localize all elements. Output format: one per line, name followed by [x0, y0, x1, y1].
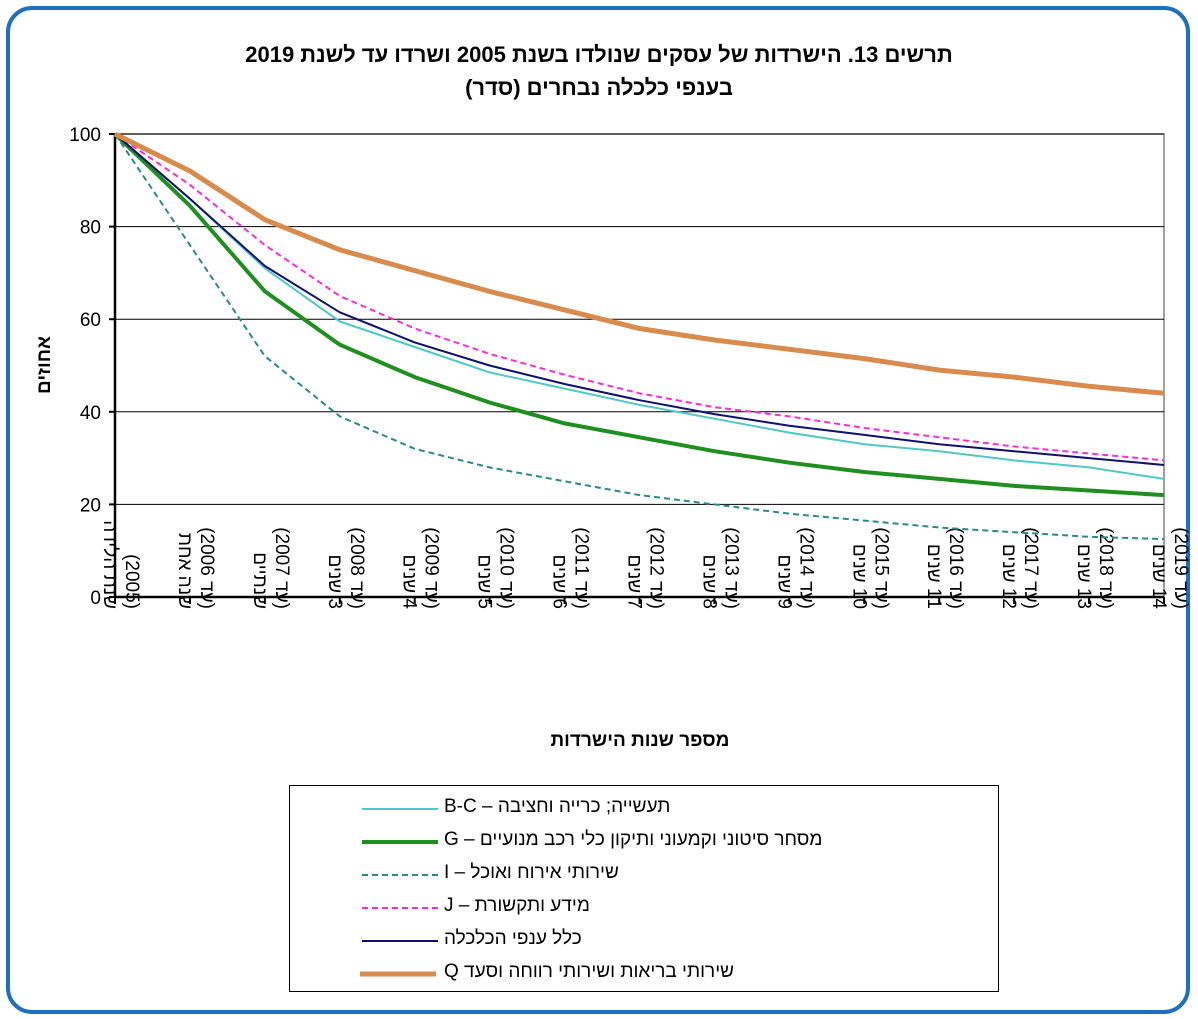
x-category-label: (עד 2007) [271, 527, 292, 609]
legend-label: כלל ענפי הכלכלה [444, 928, 582, 949]
legend-item: מסחר סיטוני וקמעוני ותיקון כלי רכב מנועי… [290, 825, 998, 859]
x-category-label: 11 שנים [923, 544, 944, 609]
legend-swatch [362, 907, 438, 909]
x-category-label: (עד 2008) [346, 527, 367, 609]
x-category-label: 14 שנים [1148, 544, 1169, 610]
series-line [114, 133, 1165, 541]
series-lines [113, 131, 1165, 541]
chart-frame [6, 6, 1190, 1014]
x-category-label: (עד 2019) [1170, 527, 1191, 609]
x-category-label: 9 שנים [773, 554, 794, 609]
x-category-label: שנת הלידה [99, 520, 120, 609]
series-line [114, 133, 1165, 466]
chart-legend: תעשייה; כרייה וחציבה – B-C מסחר סיטוני וק… [289, 785, 999, 992]
x-category-label: 7 שנים [624, 554, 645, 609]
series-line [113, 131, 1165, 396]
x-axis-categories: שנת הלידה (2005) שנה אחת(עד 2006) שנתיים(עד… [99, 520, 1191, 609]
legend-label: מידע ותקשורת – J [444, 895, 590, 916]
x-category-label: (עד 2015) [870, 527, 891, 609]
y-tick-label: 20 [80, 495, 101, 516]
x-category-label: (עד 2017) [1020, 527, 1041, 609]
legend-swatch [362, 840, 438, 844]
y-axis-ticks: 0 20 40 60 80 100 [69, 125, 115, 609]
legend-item: שירותי אירוח ואוכל – I [290, 858, 998, 892]
legend-item: שירותי בריאות ושירותי רווחה וסעד Q [290, 957, 998, 991]
legend-item: מידע ותקשורת – J [290, 891, 998, 925]
legend-swatch [362, 874, 438, 876]
chart-title: תרשים 13. הישרדות של עסקים שנולדו בשנת 2… [245, 42, 953, 67]
legend-item: תעשייה; כרייה וחציבה – B-C [290, 792, 998, 826]
x-category-label: 8 שנים [698, 554, 719, 609]
legend-label: שירותי בריאות ושירותי רווחה וסעד Q [444, 961, 735, 982]
x-category-label: 4 שנים [399, 554, 420, 609]
y-tick-label: 60 [80, 310, 101, 331]
legend-label: שירותי אירוח ואוכל – I [444, 862, 619, 883]
x-category-label: 5 שנים [474, 554, 495, 609]
x-category-label: שנתיים [249, 552, 270, 609]
x-axis-title: מספר שנות הישרדות [551, 730, 730, 751]
x-category-label: 3 שנים [324, 554, 345, 609]
x-category-label: 12 שנים [998, 544, 1019, 609]
x-category-label: (עד 2016) [945, 527, 966, 609]
y-tick-label: 100 [69, 125, 101, 146]
legend-label: מסחר סיטוני וקמעוני ותיקון כלי רכב מנועי… [444, 829, 823, 850]
x-category-label: (עד 2018) [1095, 527, 1116, 609]
y-axis-title: אחוזים [34, 336, 55, 394]
x-category-label: (עד 2006) [196, 527, 217, 609]
x-category-label: (2005) [121, 554, 142, 609]
x-category-label: (עד 2010) [496, 527, 517, 609]
x-category-label: (עד 2012) [646, 527, 667, 609]
series-line [114, 133, 1165, 462]
y-tick-label: 80 [80, 218, 101, 239]
x-category-label: (עד 2014) [795, 527, 816, 609]
x-category-label: (עד 2011) [571, 527, 592, 609]
series-line [113, 132, 1165, 498]
legend-swatch [362, 808, 438, 810]
x-category-label: 10 שנים [848, 544, 869, 609]
y-tick-label: 0 [90, 588, 101, 609]
legend-item: כלל ענפי הכלכלה [290, 924, 998, 958]
x-category-label: (עד 2013) [720, 527, 741, 609]
chart-subtitle: בענפי כלכלה נבחרים (סדר) [465, 75, 733, 100]
series-line [114, 133, 1165, 480]
x-category-label: (עד 2009) [421, 527, 442, 609]
legend-swatch [362, 940, 438, 942]
legend-label: תעשייה; כרייה וחציבה – B-C [444, 796, 671, 817]
y-tick-label: 40 [80, 403, 101, 424]
x-category-label: 13 שנים [1073, 544, 1094, 609]
legend-swatch [360, 971, 436, 977]
x-category-label: שנה אחת [174, 533, 195, 609]
x-category-label: 6 שנים [549, 554, 570, 609]
